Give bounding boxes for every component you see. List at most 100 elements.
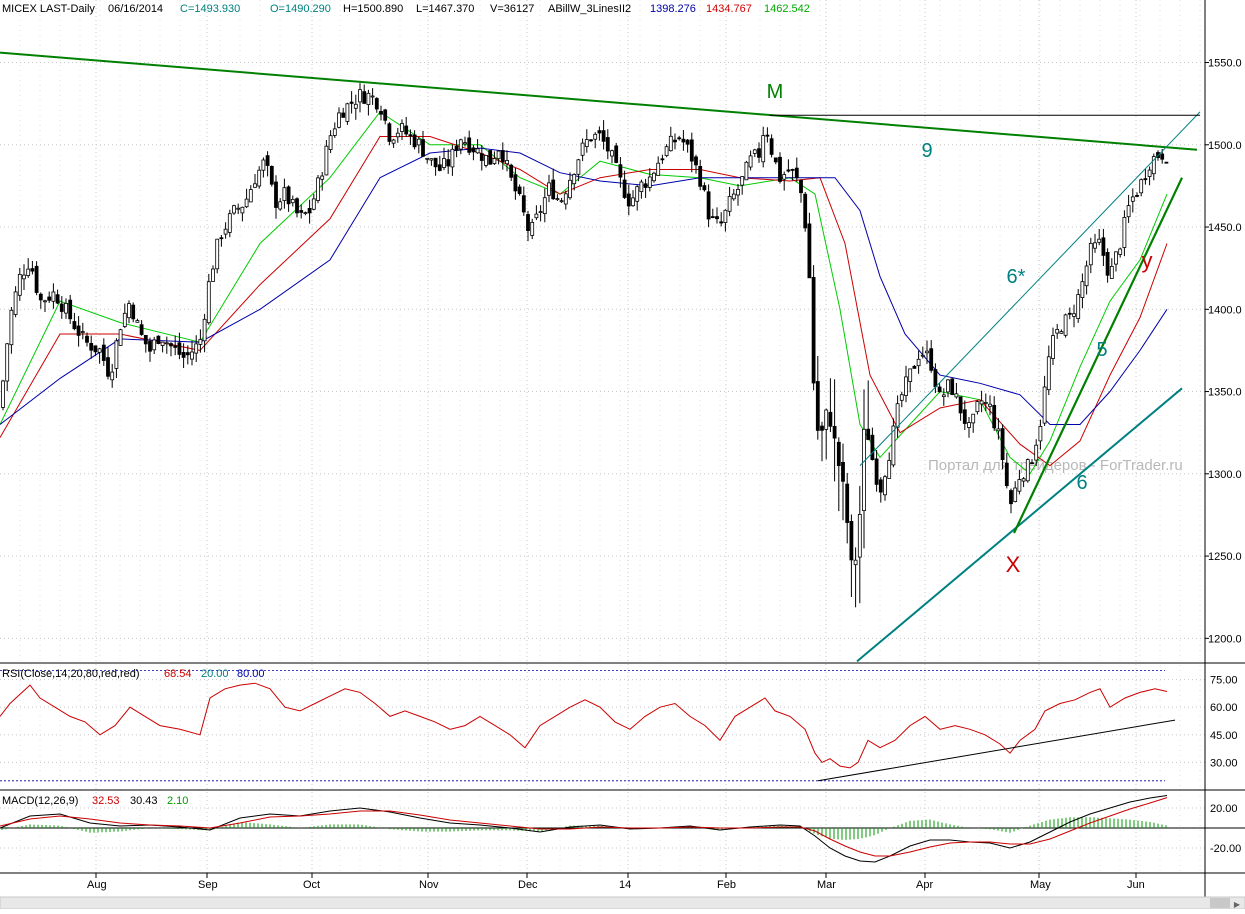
- candle-body: [950, 378, 955, 395]
- candle-body: [929, 348, 934, 371]
- time-tick-label: Nov: [419, 879, 439, 891]
- annotation-5: 5: [1096, 339, 1107, 361]
- candle-body: [639, 181, 644, 193]
- macd-tick-label: 20.00: [1210, 803, 1238, 815]
- candle-body: [740, 176, 745, 186]
- candle-body: [933, 369, 938, 388]
- candle-body: [72, 321, 77, 330]
- candle-body: [862, 428, 866, 511]
- horizontal-scrollbar[interactable]: ▶: [0, 896, 1245, 910]
- candle-body: [1046, 356, 1051, 391]
- candle-body: [391, 139, 396, 144]
- candle-body: [484, 154, 488, 166]
- scroll-right-arrow-icon[interactable]: ▶: [1234, 900, 1241, 909]
- candle-body: [534, 213, 539, 219]
- candle-body: [118, 329, 123, 346]
- candle-body: [1139, 179, 1144, 194]
- candle-body: [349, 101, 354, 104]
- candle-body: [979, 400, 984, 405]
- rsi-tick-label: 60.00: [1210, 702, 1238, 714]
- candle-body: [227, 213, 232, 233]
- rsi-tick-label: 30.00: [1210, 757, 1238, 769]
- candle-body: [106, 357, 110, 377]
- candle-body: [866, 428, 871, 440]
- candle-body: [652, 172, 656, 182]
- candle-body: [1122, 216, 1127, 248]
- candle-body: [1034, 444, 1039, 461]
- candle-body: [962, 409, 967, 424]
- candle-body: [836, 441, 841, 466]
- candle-body: [114, 340, 119, 369]
- candle-body: [702, 185, 707, 191]
- candle-body: [761, 135, 766, 163]
- candle-body: [395, 132, 400, 138]
- candle-body: [404, 125, 409, 135]
- macd-lines: [0, 795, 1168, 863]
- candle-body: [1126, 205, 1131, 218]
- candle-body: [17, 273, 22, 296]
- candle-body: [769, 138, 774, 155]
- candle-body: [832, 425, 837, 439]
- candle-body: [593, 133, 598, 140]
- candle-body: [1042, 386, 1047, 424]
- candle-body: [601, 130, 606, 142]
- candle-body: [232, 205, 236, 214]
- watermark-text: Портал для трейдеров - ForTrader.ru: [928, 457, 1183, 474]
- candle-body: [908, 368, 913, 382]
- candle-body: [622, 179, 627, 198]
- candle-body: [244, 198, 249, 208]
- candle-body: [80, 331, 85, 334]
- candle-body: [1080, 281, 1085, 299]
- candle-body: [337, 112, 341, 128]
- candle-body: [421, 139, 425, 157]
- rsi-lines: [0, 682, 1176, 782]
- candle-body: [110, 371, 115, 381]
- scrollbar-thumb[interactable]: [1210, 898, 1230, 908]
- candle-body: [1114, 251, 1118, 265]
- time-tick-label: May: [1030, 879, 1051, 891]
- header-indicator-name: ABillW_3LinesII2: [548, 3, 631, 15]
- candle-body: [1063, 314, 1068, 336]
- candle-body: [1025, 459, 1030, 482]
- candle-body: [332, 128, 337, 136]
- candle-body: [505, 159, 509, 165]
- candle-body: [782, 174, 787, 180]
- candle-body: [542, 197, 547, 214]
- candle-body: [799, 179, 803, 194]
- price-axis: 1200.0 1250.0 1300.0 1350.0 1400.0 1450.0 1500…: [0, 58, 1242, 645]
- candle-body: [975, 401, 980, 413]
- candle-body: [1135, 194, 1139, 197]
- candle-body: [425, 157, 430, 160]
- candle-body: [1, 380, 5, 408]
- candle-body: [1076, 294, 1081, 320]
- candle-body: [177, 342, 182, 355]
- candle-body: [169, 343, 173, 347]
- candle-body: [815, 381, 820, 431]
- price-trendlines: [0, 51, 1201, 663]
- candle-body: [400, 123, 404, 132]
- candle-body: [1072, 313, 1076, 317]
- scrollbar-track[interactable]: [0, 896, 1245, 910]
- candle-body: [731, 193, 736, 200]
- candle-body: [992, 404, 997, 429]
- candle-body: [261, 159, 266, 171]
- candle-body: [605, 137, 610, 152]
- candle-body: [559, 200, 564, 203]
- candle-body: [471, 147, 476, 153]
- candle-body: [904, 376, 908, 396]
- candle-body: [223, 228, 228, 235]
- price-tick-label: 1200.0: [1208, 633, 1242, 645]
- candle-body: [891, 425, 896, 466]
- candle-body: [269, 165, 274, 185]
- candle-body: [1143, 178, 1148, 181]
- trendline-6: [856, 387, 1183, 663]
- candle-body: [618, 164, 623, 178]
- candle-body: [572, 173, 577, 185]
- annotation-6: 6: [1076, 472, 1087, 494]
- candle-body: [584, 139, 589, 148]
- candle-body: [152, 339, 157, 351]
- candle-body: [757, 148, 761, 158]
- candle-body: [47, 296, 52, 301]
